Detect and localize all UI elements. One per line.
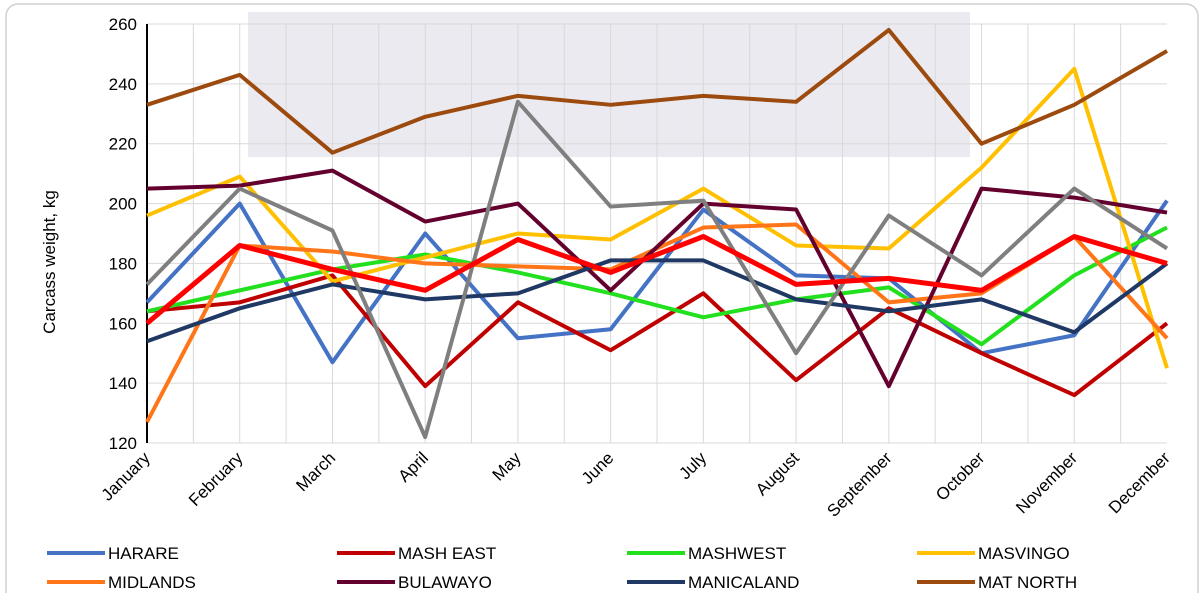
y-tick-label: 140: [109, 374, 137, 393]
y-tick-label: 120: [109, 434, 137, 453]
legend-label: BULAWAYO: [398, 573, 492, 592]
legend-label: MASVINGO: [978, 544, 1070, 563]
y-tick-label: 240: [109, 75, 137, 94]
legend-label: MANICALAND: [688, 573, 799, 592]
y-tick-label: 160: [109, 314, 137, 333]
watermark: [248, 12, 970, 157]
y-tick-label: 180: [109, 254, 137, 273]
y-tick-label: 200: [109, 195, 137, 214]
y-tick-label: 260: [109, 15, 137, 34]
series-line: [146, 27, 1169, 155]
y-tick-label: 220: [109, 135, 137, 154]
y-axis-label: Carcass weight, kg: [40, 190, 59, 334]
series-line: [145, 233, 1168, 326]
legend-label: MASH EAST: [398, 544, 496, 563]
series-line: [146, 258, 1169, 344]
legend-label: MIDLANDS: [108, 573, 196, 592]
series-line: [146, 225, 1168, 347]
series-line: [146, 273, 1169, 398]
series-line: [146, 168, 1168, 389]
series-line: [145, 99, 1169, 440]
legend-label: HARARE: [108, 544, 179, 563]
legend-label: MASHWEST: [688, 544, 786, 563]
series-line: [145, 199, 1169, 365]
legend-label: MAT NORTH: [978, 573, 1077, 592]
